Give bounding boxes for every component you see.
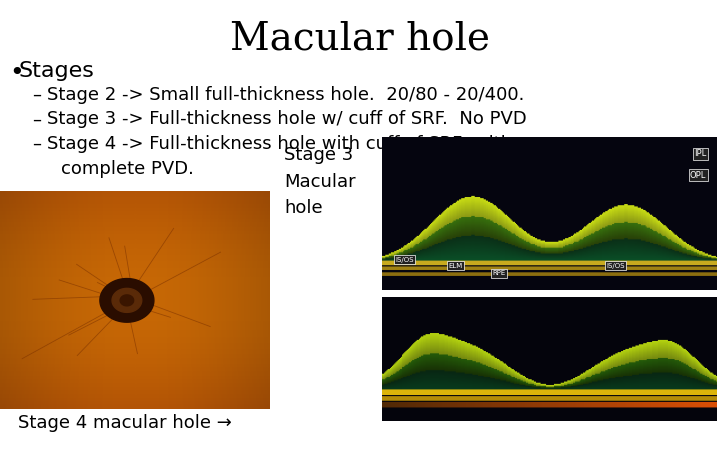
Text: Stage 2 -> Small full-thickness hole.  20/80 - 20/400.: Stage 2 -> Small full-thickness hole. 20… (47, 86, 524, 104)
Text: Stage 4 macular hole →: Stage 4 macular hole → (18, 414, 232, 432)
Text: IS/OS: IS/OS (606, 263, 624, 269)
Text: Stages: Stages (18, 61, 94, 81)
Text: Macular hole: Macular hole (230, 20, 490, 57)
Polygon shape (100, 279, 154, 322)
Text: RPE: RPE (492, 270, 505, 276)
Text: IS/OS: IS/OS (395, 256, 413, 263)
Text: –: – (32, 110, 42, 128)
Text: •: • (9, 61, 24, 85)
Text: IPL: IPL (694, 149, 706, 158)
Polygon shape (112, 288, 142, 312)
Text: Stage 4 -> Full-thickness hole with cuff of SRF, with: Stage 4 -> Full-thickness hole with cuff… (47, 135, 512, 153)
Text: –: – (32, 135, 42, 153)
Text: –: – (32, 86, 42, 104)
Text: Stage 3 -> Full-thickness hole w/ cuff of SRF.  No PVD: Stage 3 -> Full-thickness hole w/ cuff o… (47, 110, 526, 128)
Text: Stage 3
Macular
hole: Stage 3 Macular hole (284, 146, 356, 217)
Text: OPL: OPL (690, 171, 706, 180)
Polygon shape (120, 295, 134, 306)
Text: ELM: ELM (449, 263, 463, 269)
Text: complete PVD.: complete PVD. (61, 160, 194, 178)
